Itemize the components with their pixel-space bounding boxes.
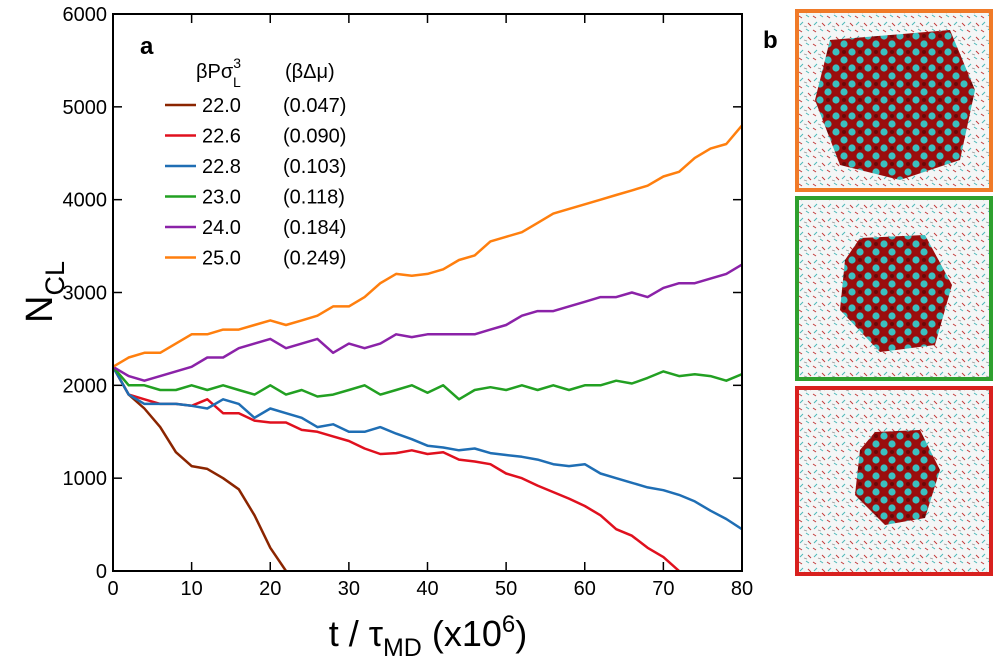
x-tick-label: 60: [574, 578, 596, 600]
x-tick-label: 30: [338, 578, 360, 600]
legend-header: βPσ3 L: [196, 55, 241, 90]
y-tick-label: 2000: [63, 375, 108, 397]
panel-b: [795, 9, 993, 576]
series-line: [113, 124, 742, 368]
x-tick-label: 50: [495, 578, 517, 600]
x-tick-label: 0: [107, 578, 118, 600]
legend-label: 23.0: [202, 187, 241, 209]
series-line: [113, 366, 742, 531]
legend-dmu: (0.103): [283, 156, 346, 178]
x-label-sup: 6: [502, 611, 515, 638]
y-label-sub: CL: [40, 261, 70, 296]
y-tick-label: 6000: [63, 4, 108, 26]
x-label-rest: (x10: [422, 613, 502, 654]
legend-label: 22.8: [202, 156, 241, 178]
legend-header-sub: L: [233, 74, 241, 90]
legend-dmu: (0.118): [283, 187, 345, 209]
legend-label: 22.0: [202, 95, 241, 117]
legend-header-sup: 3: [233, 55, 241, 71]
x-tick-label: 80: [731, 578, 753, 600]
legend-label: 24.0: [202, 217, 241, 239]
y-tick-label: 5000: [63, 97, 108, 119]
x-tick-label: 40: [416, 578, 438, 600]
cluster: [840, 235, 952, 352]
x-label-sub: MD: [383, 634, 422, 662]
y-tick-label: 3000: [63, 283, 108, 305]
legend-label: 22.6: [202, 126, 241, 148]
legend-header-main: βPσ: [196, 61, 234, 83]
legend-dmu: (0.249): [283, 248, 346, 270]
legend-header-second: (βΔμ): [285, 61, 335, 83]
x-tick-label: 70: [652, 578, 674, 600]
y-tick-label: 1000: [63, 468, 108, 490]
y-axis-label: NCL: [19, 261, 70, 323]
legend-dmu: (0.090): [283, 126, 346, 148]
x-axis-label: t / τMD (x106): [329, 611, 528, 662]
series-line: [113, 365, 742, 401]
cluster: [855, 430, 940, 525]
cluster: [815, 30, 975, 180]
y-label-main: N: [19, 296, 61, 323]
x-label-end: ): [515, 613, 527, 654]
legend-dmu: (0.184): [283, 217, 346, 239]
legend-dmu: (0.047): [283, 95, 346, 117]
y-tick-label: 4000: [63, 190, 108, 212]
plot-frame: [112, 13, 743, 572]
x-tick-label: 20: [259, 578, 281, 600]
series-line: [113, 263, 742, 382]
x-label-main: t / τ: [329, 613, 383, 654]
panel-label: b: [763, 27, 778, 54]
panel-label: a: [140, 33, 154, 60]
series-line: [113, 366, 288, 571]
y-tick-label: 0: [96, 561, 107, 583]
series-line: [113, 366, 680, 571]
x-tick-label: 10: [181, 578, 203, 600]
legend-label: 25.0: [202, 248, 241, 270]
